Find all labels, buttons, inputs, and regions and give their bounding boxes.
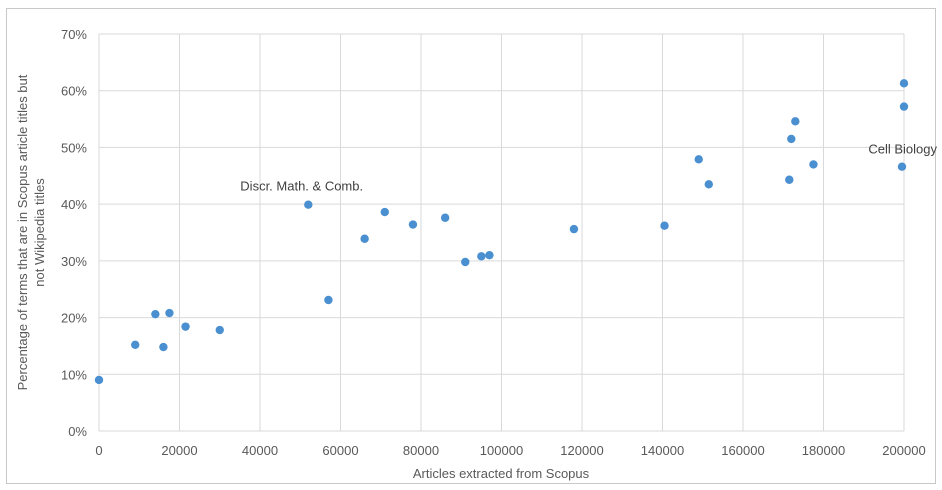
- x-tick-label: 20000: [161, 443, 197, 458]
- y-axis-title-line: Percentage of terms that are in Scopus a…: [15, 74, 30, 390]
- y-tick-label: 20%: [61, 311, 87, 326]
- y-tick-label: 30%: [61, 254, 87, 269]
- x-tick-label: 180000: [802, 443, 845, 458]
- x-tick-label: 60000: [322, 443, 358, 458]
- y-tick-label: 70%: [61, 27, 87, 42]
- data-point: [304, 200, 313, 209]
- data-point: [380, 207, 389, 217]
- x-tick-label: 140000: [641, 443, 684, 458]
- data-point: [324, 295, 333, 305]
- y-tick-label: 60%: [61, 84, 87, 99]
- y-tick-label: 0%: [68, 424, 87, 439]
- data-point: [408, 220, 418, 229]
- annotation-label: Discr. Math. & Comb.: [240, 179, 363, 194]
- data-point: [787, 134, 796, 144]
- x-tick-label: 0: [95, 443, 102, 458]
- data-point: [461, 257, 470, 267]
- data-point: [897, 162, 907, 171]
- annotation-label: Cell Biology: [868, 142, 937, 157]
- data-point: [360, 234, 369, 243]
- x-tick-label: 80000: [403, 443, 439, 458]
- data-point: [181, 322, 190, 331]
- chart-border: [6, 8, 936, 484]
- data-point: [215, 325, 224, 335]
- y-tick-label: 10%: [61, 367, 87, 382]
- annotations: Discr. Math. & Comb. Cell Biology: [240, 142, 937, 194]
- data-point: [131, 340, 140, 349]
- x-tick-label: 120000: [560, 443, 603, 458]
- data-point: [704, 180, 713, 189]
- data-point: [899, 79, 909, 88]
- x-axis-title: Articles extracted from Scopus: [413, 466, 590, 481]
- data-point: [791, 117, 800, 126]
- data-point: [694, 155, 703, 164]
- data-point: [569, 224, 579, 234]
- y-axis-title: Percentage of terms that are in Scopus a…: [15, 74, 47, 390]
- y-axis-title-line: not Wikipedia titles: [32, 178, 47, 287]
- data-point: [159, 342, 168, 352]
- data-points: [94, 79, 909, 385]
- data-point: [809, 160, 818, 169]
- gridlines: [98, 33, 905, 432]
- y-tick-label: 50%: [61, 140, 87, 155]
- data-point: [660, 221, 669, 230]
- data-point: [785, 175, 794, 184]
- data-point: [165, 308, 174, 318]
- data-point: [899, 102, 909, 111]
- data-point: [477, 252, 486, 261]
- x-tick-label: 200000: [882, 443, 925, 458]
- x-tick-label: 40000: [242, 443, 278, 458]
- x-tick-label: 100000: [480, 443, 523, 458]
- data-point: [485, 250, 494, 260]
- x-tick-label: 160000: [721, 443, 764, 458]
- data-point: [151, 309, 160, 319]
- data-point: [94, 375, 104, 385]
- y-tick-label: 40%: [61, 197, 87, 212]
- tick-labels: 0 20000 40000 60000 80000 100000 120000 140000 1…: [61, 27, 926, 458]
- data-point: [440, 213, 450, 222]
